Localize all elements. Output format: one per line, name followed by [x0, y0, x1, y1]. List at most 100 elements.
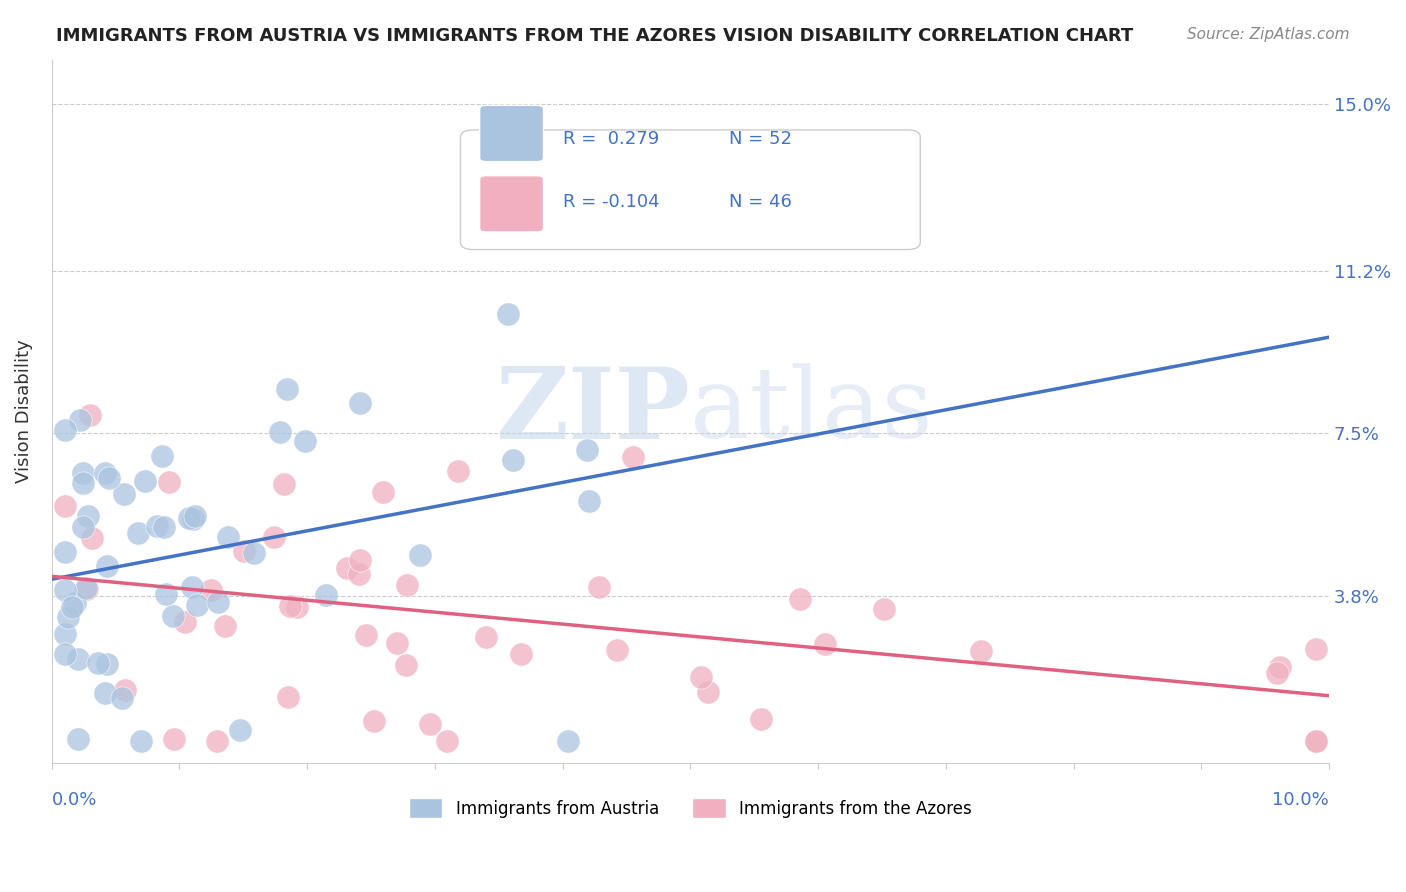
Point: [63, 596, 86, 610]
Text: IMMIGRANTS FROM AUSTRIA VS IMMIGRANTS FROM THE AZORES VISION DISABILITY CORRELAT: IMMIGRANTS FROM AUSTRIA VS IMMIGRANTS FR…: [56, 27, 1133, 45]
Point: [263, 530, 285, 544]
Point: [72, 476, 94, 491]
Point: [447, 464, 470, 478]
Point: [179, 510, 201, 524]
Point: [269, 425, 291, 439]
Text: ZIP: ZIP: [495, 363, 690, 460]
Point: [162, 608, 184, 623]
Point: [315, 588, 337, 602]
Point: [872, 602, 894, 616]
Text: atlas: atlas: [690, 363, 934, 459]
Point: [1268, 659, 1291, 673]
Point: [86, 656, 108, 670]
Legend: Immigrants from Austria, Immigrants from the Azores: Immigrants from Austria, Immigrants from…: [402, 791, 979, 825]
Point: [77, 508, 100, 523]
Point: [66, 731, 89, 746]
Point: [205, 734, 228, 748]
Point: [200, 583, 222, 598]
Point: [285, 600, 308, 615]
Point: [335, 560, 357, 574]
Point: [53, 499, 76, 513]
Point: [145, 519, 167, 533]
Point: [621, 450, 644, 464]
Point: [229, 723, 252, 737]
Point: [349, 553, 371, 567]
Point: [242, 546, 264, 560]
Point: [814, 637, 837, 651]
Point: [277, 690, 299, 704]
Point: [72, 466, 94, 480]
Point: [157, 475, 180, 489]
Text: 0.0%: 0.0%: [52, 791, 97, 809]
Point: [66, 651, 89, 665]
Point: [749, 712, 772, 726]
Point: [588, 580, 610, 594]
Point: [347, 566, 370, 581]
Point: [127, 526, 149, 541]
Point: [98, 471, 121, 485]
FancyBboxPatch shape: [461, 130, 921, 250]
Point: [69, 412, 91, 426]
Point: [93, 686, 115, 700]
Point: [82, 531, 104, 545]
Text: 10.0%: 10.0%: [1272, 791, 1329, 809]
Point: [96, 559, 118, 574]
Point: [111, 691, 134, 706]
Point: [60, 600, 83, 615]
Text: R = -0.104: R = -0.104: [562, 194, 659, 211]
Point: [155, 587, 177, 601]
Point: [419, 716, 441, 731]
Point: [1265, 665, 1288, 680]
Point: [153, 520, 176, 534]
Point: [408, 548, 430, 562]
Y-axis label: Vision Disability: Vision Disability: [15, 340, 32, 483]
Point: [53, 544, 76, 558]
Point: [134, 474, 156, 488]
Point: [180, 580, 202, 594]
Point: [475, 631, 498, 645]
Point: [363, 714, 385, 728]
Point: [373, 485, 395, 500]
Point: [395, 578, 418, 592]
Text: N = 52: N = 52: [728, 130, 792, 148]
Point: [72, 520, 94, 534]
Point: [233, 543, 256, 558]
Point: [53, 627, 76, 641]
Point: [1305, 734, 1327, 748]
Point: [181, 512, 204, 526]
Point: [578, 493, 600, 508]
Point: [436, 734, 458, 748]
Point: [789, 592, 811, 607]
Point: [76, 582, 98, 596]
Point: [53, 647, 76, 661]
Point: [496, 307, 519, 321]
Point: [53, 582, 76, 597]
Point: [207, 595, 229, 609]
Point: [557, 734, 579, 748]
Point: [214, 619, 236, 633]
Point: [354, 628, 377, 642]
Text: R =  0.279: R = 0.279: [562, 130, 659, 148]
Point: [112, 486, 135, 500]
Point: [395, 657, 418, 672]
Point: [276, 382, 298, 396]
Point: [273, 477, 295, 491]
Point: [114, 682, 136, 697]
FancyBboxPatch shape: [479, 105, 544, 161]
Point: [1305, 641, 1327, 656]
Point: [56, 609, 79, 624]
Point: [129, 734, 152, 748]
Text: N = 46: N = 46: [728, 194, 792, 211]
Point: [163, 731, 186, 746]
Point: [697, 685, 720, 699]
Point: [1305, 734, 1327, 748]
Point: [689, 670, 711, 684]
Point: [385, 636, 408, 650]
Point: [93, 467, 115, 481]
Point: [278, 599, 301, 614]
Point: [184, 509, 207, 524]
Point: [217, 530, 239, 544]
Point: [53, 423, 76, 437]
Point: [96, 657, 118, 672]
Point: [75, 582, 97, 596]
